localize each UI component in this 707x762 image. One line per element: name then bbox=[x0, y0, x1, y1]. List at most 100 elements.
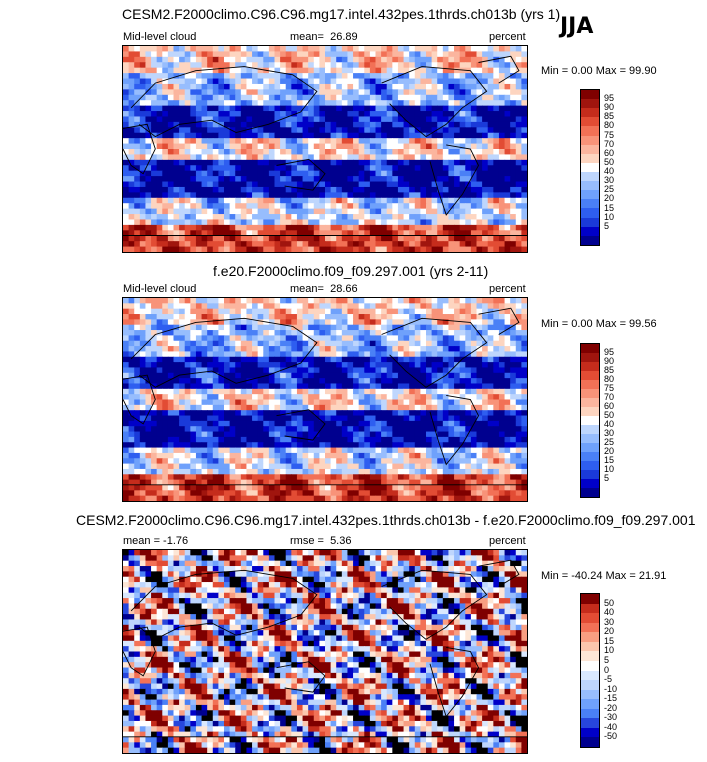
colorbar-swatch bbox=[581, 371, 599, 380]
colorbar-tick-label: 25 bbox=[604, 437, 615, 447]
panel-2-variable-label: Mid-level cloud bbox=[123, 283, 197, 295]
colorbar-tick-label: 20 bbox=[604, 626, 615, 637]
panel-2-map bbox=[122, 297, 528, 502]
colorbar-swatch bbox=[581, 425, 599, 434]
colorbar-swatch bbox=[581, 452, 599, 461]
colorbar-swatch bbox=[581, 689, 599, 700]
colorbar-swatch bbox=[581, 708, 599, 719]
colorbar-tick-label: 30 bbox=[604, 175, 615, 186]
colorbar-swatch bbox=[581, 651, 599, 661]
colorbar-swatch bbox=[581, 217, 599, 227]
colorbar-tick-label: 90 bbox=[604, 102, 615, 113]
colorbar-tick-label: 90 bbox=[604, 356, 615, 366]
colorbar-tick-label: 15 bbox=[604, 202, 615, 213]
colorbar-tick-label: 70 bbox=[604, 392, 615, 402]
colorbar-swatch bbox=[581, 670, 599, 681]
season-label: JJA bbox=[560, 14, 594, 39]
colorbar-tick-label: 50 bbox=[604, 410, 615, 420]
panel-1-min-max: Min = 0.00 Max = 99.90 bbox=[541, 65, 657, 77]
panel-2-title: f.e20.F2000climo.f09_f09.297.001 (yrs 2-… bbox=[213, 263, 489, 279]
colorbar-tick-label: -50 bbox=[604, 731, 618, 742]
colorbar-swatch bbox=[581, 226, 599, 236]
colorbar-tick-label: 30 bbox=[604, 616, 615, 627]
panel-1-title: CESM2.F2000climo.C96.C96.mg17.intel.432p… bbox=[122, 6, 561, 22]
colorbar-swatch bbox=[581, 660, 599, 671]
colorbar-swatch bbox=[581, 353, 599, 362]
colorbar-tick-label: 50 bbox=[604, 156, 615, 167]
colorbar-swatch bbox=[581, 117, 599, 127]
colorbar-tick-label: 5 bbox=[604, 473, 610, 483]
coastline bbox=[276, 409, 326, 441]
coastline bbox=[381, 569, 488, 640]
colorbar-tick-label: -15 bbox=[604, 693, 618, 704]
colorbar-tick-label: 30 bbox=[604, 428, 615, 438]
colorbar-swatch bbox=[581, 479, 599, 488]
colorbar-tick-label: 60 bbox=[604, 401, 615, 411]
coastline bbox=[276, 661, 326, 693]
colorbar-swatch bbox=[581, 181, 599, 191]
colorbar-tick-label: 85 bbox=[604, 111, 615, 122]
coastline bbox=[478, 559, 520, 587]
colorbar-swatch bbox=[581, 470, 599, 479]
map-field bbox=[123, 298, 527, 501]
colorbar-tick-label: -5 bbox=[604, 674, 613, 685]
colorbar-swatch bbox=[581, 162, 599, 172]
coastline bbox=[123, 374, 156, 425]
panel-2-stat-value: 28.66 bbox=[330, 283, 358, 295]
colorbar-swatch bbox=[581, 126, 599, 136]
coastline bbox=[130, 66, 318, 138]
coastline bbox=[429, 394, 480, 466]
colorbar-swatch bbox=[581, 443, 599, 452]
colorbar-swatch bbox=[581, 613, 599, 623]
coastline bbox=[123, 123, 156, 175]
colorbar-swatch bbox=[581, 190, 599, 200]
map-field bbox=[123, 550, 527, 753]
colorbar-tick-label: 15 bbox=[604, 455, 615, 465]
panel-2-stat-label: mean= 28.66 bbox=[290, 283, 358, 295]
colorbar-tick-label: 5 bbox=[604, 220, 610, 231]
colorbar-swatch bbox=[581, 718, 599, 728]
colorbar-tick-label: 40 bbox=[604, 419, 615, 429]
colorbar-swatch bbox=[581, 362, 599, 371]
colorbar-tick-label: 95 bbox=[604, 347, 615, 357]
colorbar-swatch bbox=[581, 603, 599, 614]
colorbar-tick-label: 40 bbox=[604, 607, 615, 618]
colorbar-swatch bbox=[581, 632, 599, 642]
colorbar-swatch bbox=[581, 641, 599, 652]
colorbar-tick-label: 0 bbox=[604, 664, 610, 675]
colorbar-swatch bbox=[581, 171, 599, 182]
colorbar-tick-label: 15 bbox=[604, 635, 615, 646]
colorbar-tick-label: 25 bbox=[604, 184, 615, 195]
panel-3-title: CESM2.F2000climo.C96.C96.mg17.intel.432p… bbox=[76, 512, 696, 528]
panel-3-units: percent bbox=[489, 535, 526, 547]
colorbar-tick-label: 5 bbox=[604, 654, 610, 665]
colorbar-tick-label: 75 bbox=[604, 383, 615, 393]
colorbar-tick-label: 85 bbox=[604, 365, 615, 375]
panel-1-stat-value: 26.89 bbox=[330, 31, 358, 43]
panel-1-map bbox=[122, 45, 528, 253]
panel-1-stat-label: mean= 26.89 bbox=[290, 31, 358, 43]
colorbar-tick-label: 40 bbox=[604, 166, 615, 177]
colorbar-swatch bbox=[581, 153, 599, 163]
panel-2-units: percent bbox=[489, 283, 526, 295]
panel-3-min-max: Min = -40.24 Max = 21.91 bbox=[541, 570, 667, 582]
colorbar-tick-label: 10 bbox=[604, 211, 615, 222]
colorbar-tick-label: 70 bbox=[604, 138, 615, 149]
coastline bbox=[478, 307, 520, 335]
panel-3-map bbox=[122, 549, 528, 754]
colorbar-swatch bbox=[581, 434, 599, 443]
colorbar-swatch bbox=[581, 407, 599, 416]
panel-3-mean-label: mean = -1.76 bbox=[123, 535, 189, 547]
colorbar-swatch bbox=[581, 90, 599, 100]
colorbar-tick-label: -10 bbox=[604, 683, 618, 694]
colorbar-tick-label: -40 bbox=[604, 721, 618, 732]
coastline bbox=[130, 569, 318, 640]
colorbar-tick-label: -30 bbox=[604, 712, 618, 723]
coastline bbox=[276, 158, 326, 191]
colorbar-tick-label: 80 bbox=[604, 120, 615, 131]
colorbar-tick-label: -20 bbox=[604, 702, 618, 713]
panel-1-variable-label: Mid-level cloud bbox=[123, 31, 197, 43]
panel-1-colorbar bbox=[580, 89, 600, 246]
colorbar-swatch bbox=[581, 389, 599, 398]
coastline bbox=[130, 317, 318, 388]
